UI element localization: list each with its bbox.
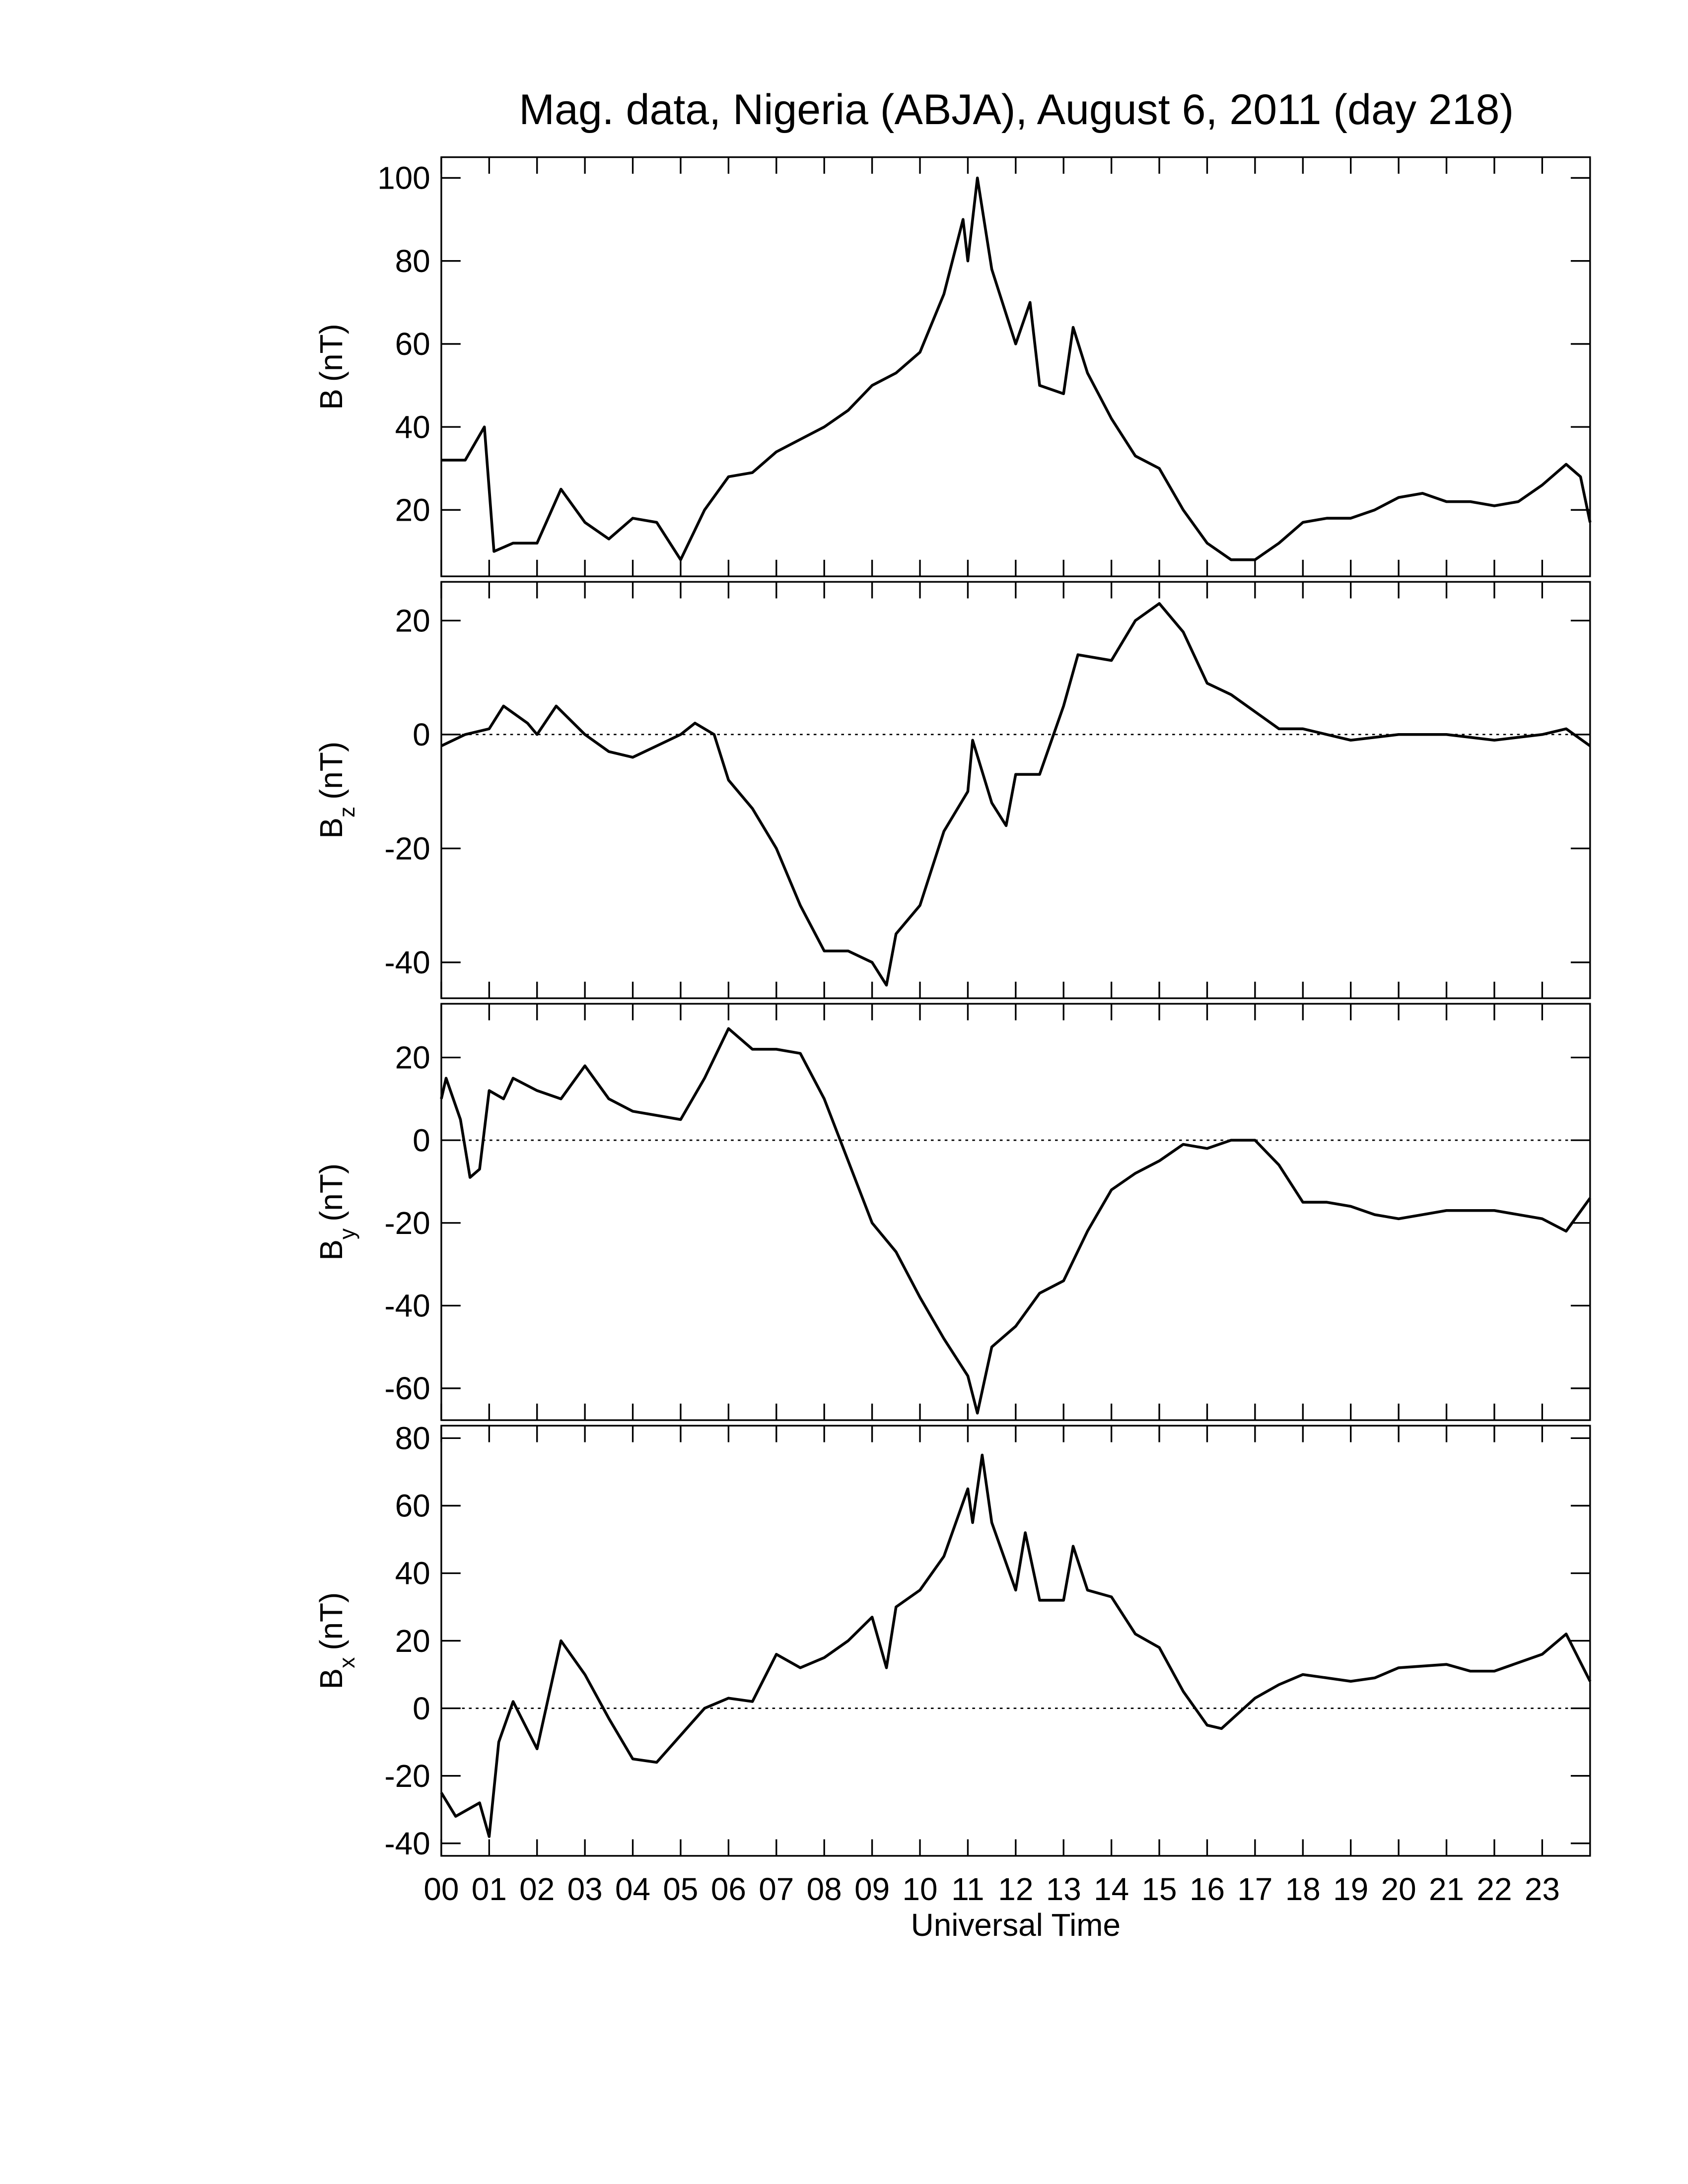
x-tick-label: 20: [1381, 1871, 1416, 1907]
y-tick-label: -40: [384, 1288, 430, 1324]
x-tick-label: 23: [1525, 1871, 1560, 1907]
y-label-main: B: [313, 1239, 349, 1261]
y-tick-label: 60: [395, 326, 430, 362]
y-tick-label: 20: [395, 1040, 430, 1076]
x-tick-label: 21: [1429, 1871, 1464, 1907]
y-tick-label: 100: [377, 160, 430, 196]
y-tick-label: 60: [395, 1488, 430, 1524]
y-tick-label: 80: [395, 243, 430, 279]
x-tick-label: 14: [1094, 1871, 1129, 1907]
y-tick-label: -20: [384, 1205, 430, 1241]
y-tick-label: 0: [413, 1691, 430, 1726]
y-label-sub: y: [335, 1228, 359, 1239]
x-tick-label: 17: [1237, 1871, 1272, 1907]
data-line: [440, 602, 1591, 987]
data-line: [440, 1027, 1592, 1415]
y-axis-label-text: Bz (nT): [313, 742, 359, 839]
y-label-unit: (nT): [313, 1592, 349, 1650]
y-tick-label: 80: [395, 1421, 430, 1456]
y-label-main: B: [313, 389, 349, 410]
x-tick-label: 12: [998, 1871, 1033, 1907]
x-tick-label: 15: [1142, 1871, 1177, 1907]
x-tick-label: 18: [1285, 1871, 1321, 1907]
y-tick-label: 20: [395, 1623, 430, 1659]
x-tick-label: 05: [663, 1871, 698, 1907]
y-axis-label: Bz (nT): [313, 742, 359, 839]
y-axis-label: By (nT): [313, 1163, 359, 1261]
y-tick-label: 40: [395, 409, 430, 445]
x-tick-label: 11: [951, 1871, 984, 1907]
x-tick-label: 06: [711, 1871, 746, 1907]
y-label-sub: x: [335, 1657, 359, 1668]
y-tick-label: -40: [384, 945, 430, 980]
y-axis-label: B (nT): [313, 324, 349, 410]
plot-frame: [440, 156, 1591, 577]
chart-title: Mag. data, Nigeria (ABJA), August 6, 201…: [519, 86, 1514, 134]
x-tick-label: 02: [519, 1871, 555, 1907]
y-tick-label: -20: [384, 831, 430, 867]
x-axis-label: Universal Time: [911, 1907, 1121, 1943]
y-tick-label: 20: [395, 603, 430, 638]
y-label-main: B: [313, 1668, 349, 1690]
x-tick-label: 07: [759, 1871, 794, 1907]
y-tick-label: 20: [395, 492, 430, 528]
x-tick-label: 00: [423, 1871, 459, 1907]
plot-frame: [440, 581, 1591, 999]
y-tick-label: 0: [413, 1122, 430, 1158]
y-tick-label: -20: [384, 1758, 430, 1794]
y-axis-label: Bx (nT): [313, 1592, 359, 1690]
y-axis-label-text: Bx (nT): [313, 1592, 359, 1690]
x-tick-label: 04: [615, 1871, 650, 1907]
x-tick-label: 08: [807, 1871, 842, 1907]
y-tick-label: 40: [395, 1556, 430, 1591]
plot-frame: [440, 1425, 1591, 1857]
y-label-unit: (nT): [313, 1163, 349, 1222]
y-label-unit: (nT): [313, 324, 349, 382]
x-tick-label: 22: [1477, 1871, 1512, 1907]
data-line: [440, 1453, 1592, 1838]
x-tick-label: 19: [1333, 1871, 1368, 1907]
y-axis-label-text: B (nT): [313, 324, 349, 410]
plot-frame: [440, 1003, 1591, 1421]
data-line: [441, 176, 1592, 561]
y-label-unit: (nT): [313, 742, 349, 800]
x-tick-label: 10: [902, 1871, 937, 1907]
x-tick-label: 01: [472, 1871, 507, 1907]
y-tick-label: 0: [413, 717, 430, 752]
x-tick-label: 13: [1046, 1871, 1081, 1907]
x-tick-label: 16: [1190, 1871, 1225, 1907]
y-tick-label: -40: [384, 1826, 430, 1861]
y-label-main: B: [313, 818, 349, 839]
x-tick-label: 03: [567, 1871, 603, 1907]
y-tick-label: -60: [384, 1370, 430, 1406]
y-label-sub: z: [335, 807, 359, 818]
y-axis-label-text: By (nT): [313, 1163, 359, 1261]
x-tick-label: 09: [854, 1871, 890, 1907]
